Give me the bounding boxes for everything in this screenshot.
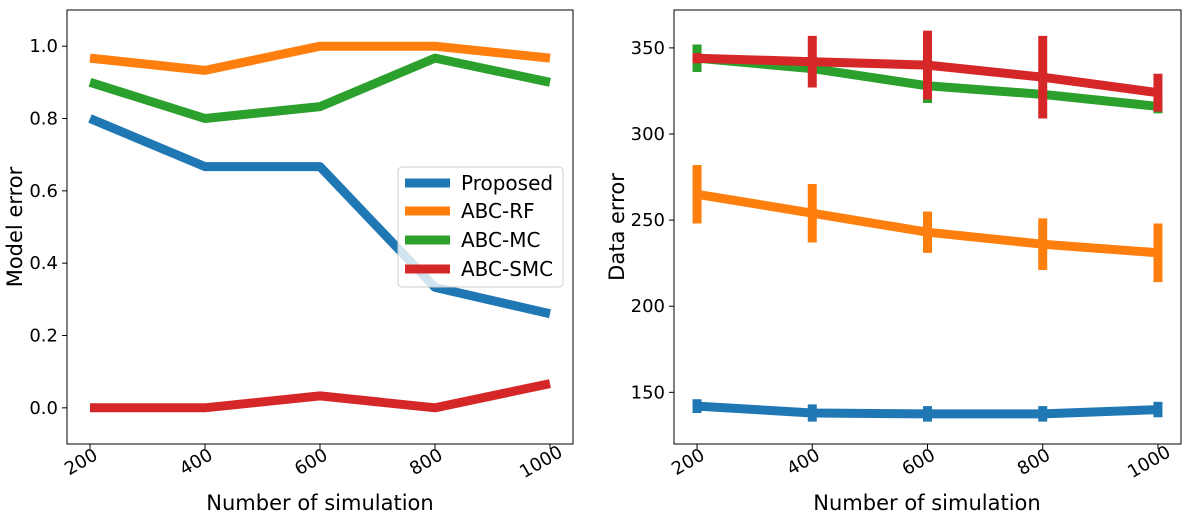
- model-error-y-tick-label: 0.2: [29, 326, 58, 347]
- model-error-y-axis-label: Model error: [3, 166, 27, 287]
- data-error-x-tick-label: 1000: [1124, 442, 1174, 483]
- data-error-x-tick-label: 200: [668, 445, 708, 480]
- data-error-y-tick-label: 300: [631, 124, 665, 145]
- legend: Proposed ABC-RF ABC-MC ABC-SMC: [397, 166, 564, 288]
- model-error-line-proposed: [88, 114, 552, 319]
- model-error-x-tick-label: 200: [61, 445, 101, 480]
- data-error-x-tick-label: 800: [1014, 445, 1054, 480]
- data-error-y-tick-label: 150: [631, 382, 665, 403]
- data-error-series: [692, 30, 1163, 422]
- data-error-x-tick-label: 600: [899, 445, 939, 480]
- model-error-y-tick-label: 0.6: [29, 181, 58, 202]
- model-error-y-tick-label: 0.8: [29, 109, 58, 130]
- model-error-series: [88, 41, 552, 413]
- model-error-line-abc-mc: [88, 53, 551, 123]
- model-error-x-tick-label: 400: [176, 445, 216, 480]
- legend-label-abc-mc: ABC-MC: [461, 228, 540, 252]
- model-error-y-tick-label: 1.0: [29, 36, 58, 57]
- legend-box: [397, 166, 564, 288]
- data-error-y-tick-label: 250: [631, 210, 665, 231]
- model-error-x-tick-label: 800: [406, 445, 446, 480]
- legend-label-abc-smc: ABC-SMC: [461, 257, 553, 281]
- model-error-line-abc-smc: [90, 379, 551, 413]
- data-error-chart: 200 400 600 800 1000 150 200 250 300 350 Number o…: [605, 9, 1182, 515]
- model-error-x-axis-label: Number of simulation: [206, 491, 433, 515]
- model-error-y-tick-label: 0.0: [29, 398, 58, 419]
- model-error-chart: 200 400 600 800 1000 0.0 0.2 0.4 0.6 0.8 1.0 Numbe…: [3, 9, 574, 515]
- legend-label-abc-rf: ABC-RF: [461, 199, 535, 223]
- data-error-y-axis-label: Data error: [605, 173, 629, 281]
- model-error-x-tick-label: 600: [291, 445, 331, 480]
- model-error-y-tick-label: 0.4: [29, 253, 58, 274]
- data-error-x-axis-label: Number of simulation: [813, 491, 1040, 515]
- model-error-line-abc-rf: [89, 41, 551, 75]
- legend-label-proposed: Proposed: [461, 171, 553, 195]
- model-error-x-tick-label: 1000: [516, 442, 566, 483]
- data-error-y-tick-label: 200: [631, 296, 665, 317]
- data-error-y-tick-label: 350: [631, 38, 665, 59]
- data-error-x-tick-label: 400: [783, 445, 823, 480]
